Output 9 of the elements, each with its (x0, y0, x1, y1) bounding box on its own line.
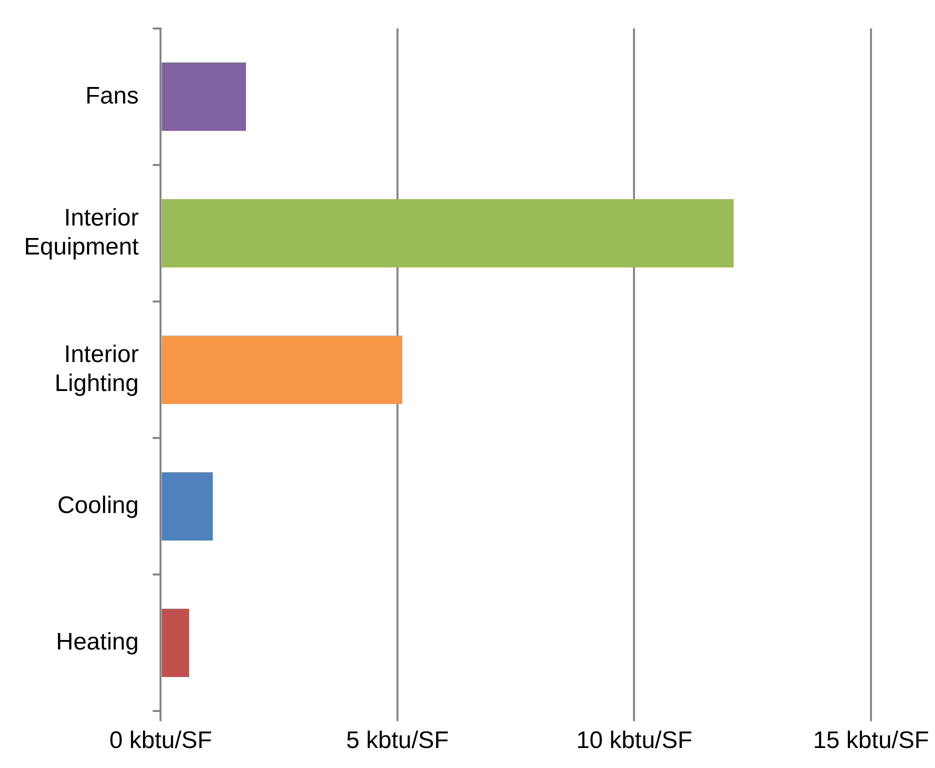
x-tick-label: 15 kbtu/SF (812, 727, 929, 754)
x-tick-label: 10 kbtu/SF (576, 727, 692, 754)
y-tick-label: Heating (56, 628, 139, 656)
x-tick-label: 0 kbtu/SF (109, 727, 212, 754)
x-tick-label: 5 kbtu/SF (346, 727, 449, 754)
y-tick-label: Interior Lighting (54, 341, 139, 397)
y-tick-label: Fans (85, 82, 139, 110)
y-tick-label: Cooling (57, 492, 139, 519)
y-tick-label: Interior Equipment (24, 204, 140, 260)
